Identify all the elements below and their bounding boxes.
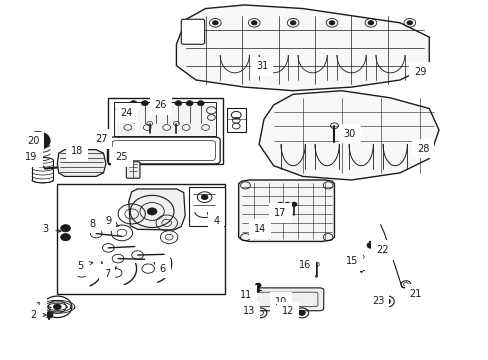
Circle shape: [289, 21, 295, 25]
Polygon shape: [128, 189, 185, 230]
Text: 4: 4: [207, 213, 219, 226]
Text: 24: 24: [121, 108, 133, 118]
Circle shape: [406, 21, 412, 25]
Circle shape: [141, 101, 148, 106]
FancyBboxPatch shape: [126, 162, 140, 178]
Text: 21: 21: [408, 289, 421, 299]
Circle shape: [53, 304, 61, 310]
Circle shape: [366, 243, 374, 248]
Text: 20: 20: [27, 136, 39, 147]
Text: 30: 30: [343, 129, 355, 139]
Text: 18: 18: [70, 146, 82, 156]
Text: 15: 15: [346, 256, 358, 266]
Circle shape: [163, 101, 170, 106]
Text: 6: 6: [154, 263, 165, 274]
Circle shape: [251, 21, 257, 25]
Circle shape: [95, 223, 102, 229]
Text: 7: 7: [104, 267, 116, 279]
Text: 16: 16: [298, 260, 310, 270]
Polygon shape: [259, 91, 438, 180]
Text: 11: 11: [240, 290, 252, 300]
Circle shape: [61, 225, 70, 232]
Circle shape: [277, 202, 283, 206]
Text: 23: 23: [371, 296, 384, 306]
Text: 9: 9: [105, 216, 119, 226]
Circle shape: [26, 132, 50, 150]
Polygon shape: [57, 150, 106, 176]
Text: 27: 27: [95, 134, 112, 144]
Text: 1: 1: [36, 302, 51, 312]
Circle shape: [45, 312, 53, 318]
Circle shape: [201, 195, 207, 200]
Bar: [226, 108, 245, 132]
Text: 12: 12: [282, 306, 294, 316]
Text: 2: 2: [30, 310, 46, 320]
Text: 22: 22: [376, 245, 388, 255]
Text: 8: 8: [90, 219, 103, 229]
Bar: [114, 102, 216, 136]
FancyBboxPatch shape: [181, 19, 204, 44]
Circle shape: [298, 310, 305, 315]
Text: 26: 26: [154, 100, 167, 110]
Bar: [57, 184, 224, 294]
Text: 5: 5: [78, 261, 93, 271]
Circle shape: [152, 101, 159, 106]
Text: 10: 10: [275, 297, 287, 307]
Polygon shape: [238, 180, 334, 242]
Circle shape: [255, 283, 261, 288]
Circle shape: [328, 21, 334, 25]
Text: 31: 31: [255, 62, 269, 71]
Text: 19: 19: [25, 152, 38, 162]
Polygon shape: [176, 5, 428, 91]
Text: 28: 28: [416, 144, 429, 154]
Circle shape: [284, 202, 289, 206]
Text: 29: 29: [413, 67, 426, 77]
Text: 25: 25: [116, 152, 128, 162]
Circle shape: [186, 101, 193, 106]
Circle shape: [382, 298, 389, 304]
Circle shape: [130, 101, 137, 106]
Bar: [188, 187, 224, 226]
Text: 14: 14: [253, 224, 265, 234]
Text: 13: 13: [243, 306, 255, 316]
Circle shape: [367, 21, 373, 25]
Circle shape: [212, 21, 218, 25]
Text: 17: 17: [274, 208, 286, 218]
Circle shape: [197, 101, 203, 106]
Text: 3: 3: [42, 224, 61, 234]
Circle shape: [147, 208, 157, 215]
Circle shape: [61, 234, 70, 241]
Circle shape: [175, 101, 182, 106]
Bar: [108, 98, 222, 164]
Circle shape: [290, 202, 296, 206]
FancyBboxPatch shape: [245, 288, 323, 311]
